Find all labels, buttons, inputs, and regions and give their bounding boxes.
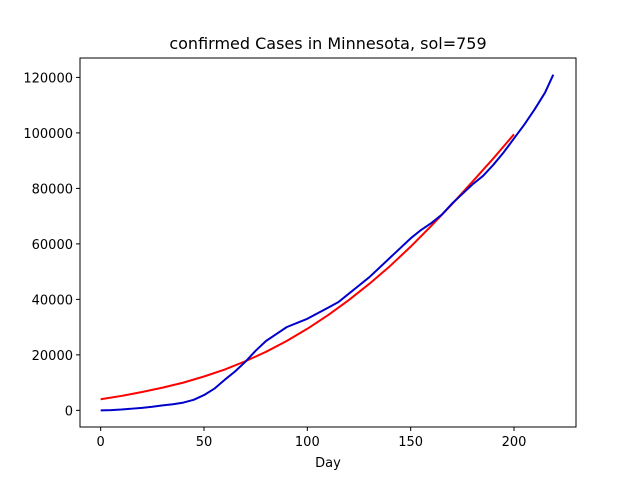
x-tick-label: 100: [295, 435, 320, 450]
y-tick-label: 20000: [32, 349, 73, 364]
y-tick-label: 80000: [32, 182, 73, 197]
y-tick-label: 60000: [32, 238, 73, 253]
x-tick-label: 150: [398, 435, 423, 450]
plot-area: 0 50 100 150 200 0 20000 40000 60000 80000 100000 1…: [23, 57, 577, 450]
series-line-1: [100, 74, 555, 412]
y-tick-label: 40000: [32, 293, 73, 308]
x-tick-label: 50: [196, 435, 213, 450]
x-axis-label: Day: [315, 456, 341, 471]
chart-title: confirmed Cases in Minnesota, sol=759: [169, 34, 486, 53]
plot-frame: [79, 57, 577, 428]
x-tick-label: 200: [502, 435, 527, 450]
y-tick-label: 0: [65, 404, 73, 419]
y-tick-label: 120000: [23, 71, 73, 86]
x-tick-label: 0: [97, 435, 105, 450]
series-line-0: [100, 133, 515, 401]
y-tick-label: 100000: [23, 127, 73, 142]
